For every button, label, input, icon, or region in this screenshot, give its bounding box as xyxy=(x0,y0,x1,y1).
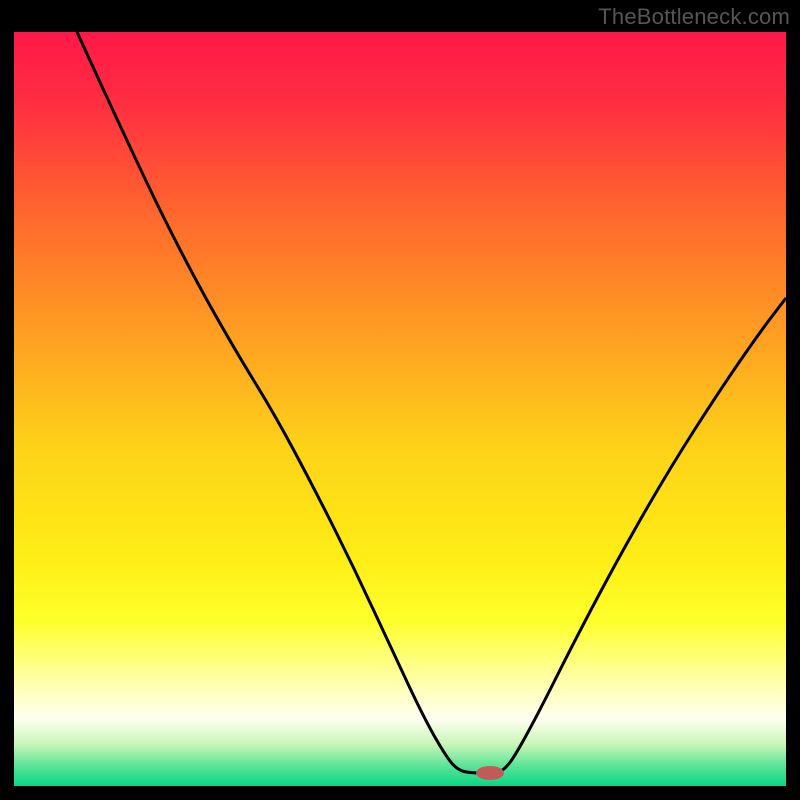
chart-container: TheBottleneck.com xyxy=(0,0,800,800)
optimal-marker xyxy=(476,766,504,780)
bottleneck-chart xyxy=(0,0,800,800)
watermark-text: TheBottleneck.com xyxy=(598,4,790,30)
